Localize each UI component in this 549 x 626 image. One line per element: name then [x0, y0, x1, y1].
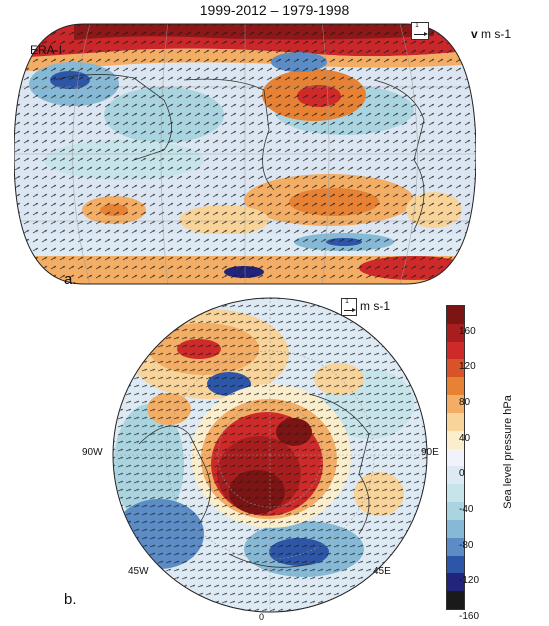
lon-label-90w: 90W: [82, 447, 103, 458]
panel-a-global-map: [14, 23, 476, 285]
lon-label-45e: 45E: [373, 566, 391, 577]
dataset-label: ERA-I: [30, 43, 63, 57]
colorbar-tick-label: 160: [459, 325, 476, 337]
colorbar-axis-label: Sea level pressure hPa: [502, 395, 514, 509]
lon-label-0: 0: [259, 612, 265, 622]
reference-arrow-icon: [414, 32, 428, 36]
colorbar-segment: [447, 305, 464, 324]
panel-a-map-border: [14, 23, 476, 285]
colorbar-segment: [447, 555, 464, 574]
figure-title: 1999-2012 – 1979-1998: [199, 2, 350, 18]
colorbar-segment: [447, 359, 464, 378]
colorbar-tick-label: -160: [459, 610, 480, 622]
panel-a-reference-vector-box: 1: [411, 22, 429, 40]
colorbar-segment: [447, 537, 464, 556]
colorbar-segment: [447, 519, 464, 538]
colorbar-segment: [447, 395, 464, 413]
lon-label-90e: 90E: [421, 447, 439, 458]
panel-a-label: a.: [64, 271, 77, 288]
colorbar-segment: [447, 341, 464, 360]
colorbar-segment: [447, 377, 464, 396]
panel-b-vector-units: m s-1: [360, 299, 390, 313]
lon-label-45w: 45W: [128, 566, 149, 577]
colorbar: [446, 305, 465, 610]
colorbar-segment: [447, 430, 464, 449]
panel-b-reference-vector-value: 1: [345, 298, 349, 305]
colorbar-tick-label: 40: [459, 432, 471, 444]
panel-a-field: [14, 24, 476, 284]
colorbar-segment: [447, 466, 464, 485]
panel-a-vector-units-label: v m s-1: [471, 27, 511, 41]
vector-symbol: v: [471, 27, 478, 41]
panel-a-reference-vector-value: 1: [415, 22, 419, 29]
colorbar-tick-label: 0: [459, 468, 465, 480]
colorbar-segment: [447, 412, 464, 431]
vector-units: m s-1: [481, 27, 512, 41]
colorbar-segment: [447, 323, 464, 342]
colorbar-segment: [447, 484, 464, 503]
reference-arrow-icon: [344, 308, 356, 312]
colorbar-tick-label: -80: [459, 539, 474, 551]
colorbar-tick-label: 80: [459, 397, 471, 409]
colorbar-tick-label: -40: [459, 503, 474, 515]
colorbar-segment: [447, 502, 464, 520]
panel-b-field: [113, 298, 427, 612]
panel-b-reference-vector-box: 1: [341, 298, 357, 316]
panel-b-polar-map: [112, 297, 428, 613]
panel-b-map-border: [112, 297, 428, 613]
colorbar-segment: [447, 448, 464, 467]
panel-b-label: b.: [64, 591, 77, 608]
colorbar-segment: [447, 573, 464, 592]
colorbar-segment: [447, 591, 464, 609]
colorbar-tick-label: -120: [459, 575, 480, 587]
colorbar-tick-label: 120: [459, 361, 476, 373]
